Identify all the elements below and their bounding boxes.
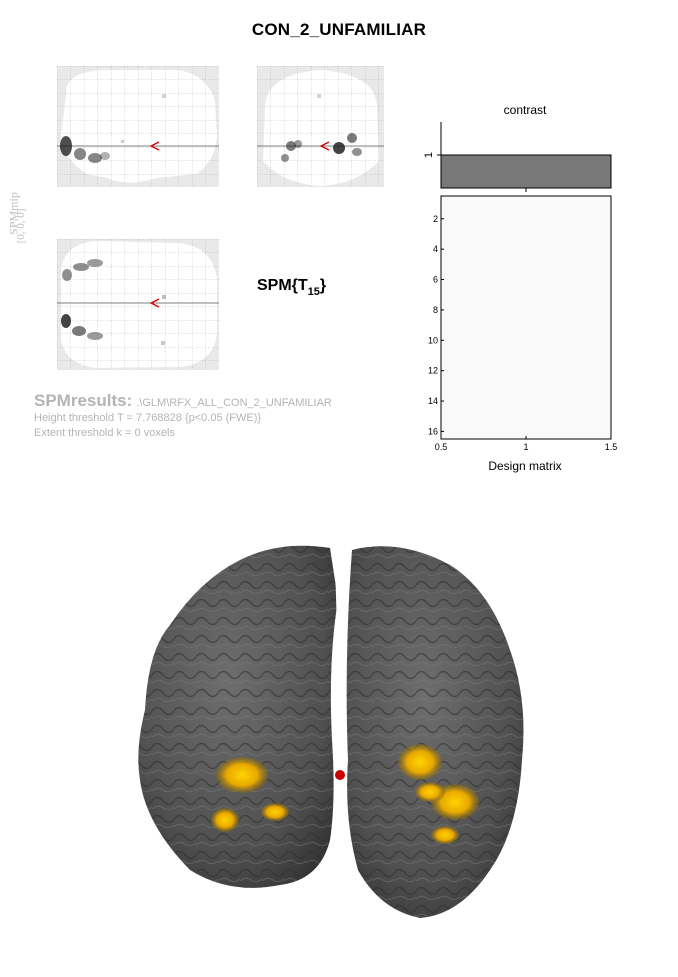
mip-axial-blobs <box>61 259 166 345</box>
mip-coronal-blobs <box>281 94 362 162</box>
dm-ytick-label: 8 <box>433 305 438 315</box>
height-threshold: Height threshold T = 7.768828 {p<0.05 (F… <box>34 412 262 424</box>
cursor-marker-icon <box>319 141 330 151</box>
mip-axial[interactable] <box>57 239 219 370</box>
activation-clusters <box>211 744 479 844</box>
dm-ytick-label: 16 <box>428 426 438 436</box>
dm-xtick-label: 1 <box>523 442 528 452</box>
brain-render[interactable] <box>130 540 530 930</box>
results-block: SPMresults: .\GLM\RFX_ALL_CON_2_UNFAMILIA… <box>34 391 332 441</box>
dm-ytick-label: 12 <box>428 366 438 376</box>
contrast-title: contrast <box>503 103 547 117</box>
statistic-label: SPM{T15} <box>257 277 326 298</box>
extent-threshold: Extent threshold k = 0 voxels <box>34 427 175 439</box>
figure-title: CON_2_UNFAMILIAR <box>251 20 427 39</box>
mip-sagittal[interactable] <box>57 66 219 187</box>
stat-df: 15 <box>307 286 320 298</box>
dm-ytick-label: 10 <box>428 335 438 345</box>
results-title: SPMresults: <box>34 391 133 410</box>
cursor-sphere-icon <box>335 770 345 780</box>
mip-coronal[interactable] <box>257 66 384 187</box>
stat-prefix: SPM{T <box>257 277 308 294</box>
design-matrix-title: Design matrix <box>488 459 562 473</box>
dm-ytick-label: 14 <box>428 396 438 406</box>
dm-xtick-label: 1.5 <box>605 442 618 452</box>
contrast-plot: 1 <box>423 122 612 192</box>
contrast-ytick: 1 <box>423 152 435 158</box>
mip-sagittal-blobs <box>60 94 166 163</box>
stat-suffix: } <box>319 277 327 294</box>
results-path: .\GLM\RFX_ALL_CON_2_UNFAMILIAR <box>136 397 332 409</box>
cursor-marker-icon <box>149 141 160 151</box>
mip-coordinates: [0, 0, 0] <box>15 208 27 244</box>
contrast-bar <box>440 154 612 189</box>
dm-ytick-label: 6 <box>433 275 438 285</box>
cursor-marker-icon <box>149 298 160 308</box>
design-matrix-plot[interactable]: 2 4 6 8 10 12 14 16 0.5 1 1.5 <box>420 193 630 458</box>
dm-ytick-label: 4 <box>433 244 438 254</box>
dm-xtick-label: 0.5 <box>435 442 448 452</box>
dm-ytick-label: 2 <box>433 214 438 224</box>
